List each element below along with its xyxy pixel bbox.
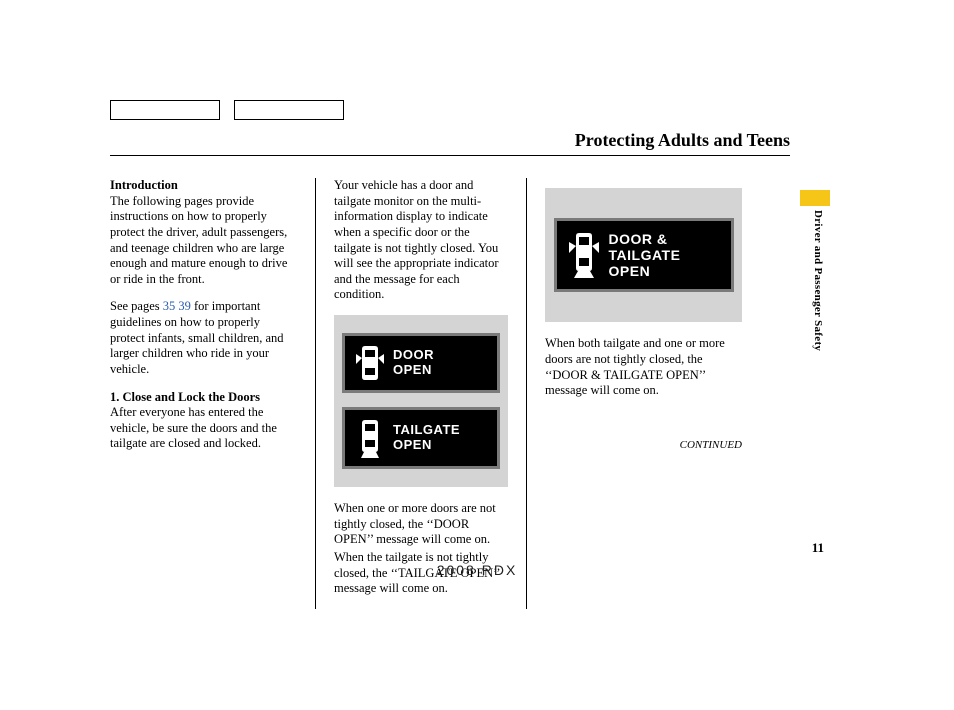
intro-heading: Introduction bbox=[110, 178, 178, 192]
title-rule: Protecting Adults and Teens bbox=[110, 130, 790, 156]
column-2: Your vehicle has a door and tailgate mon… bbox=[315, 178, 527, 609]
see-pages-block: See pages 35 39 for important guidelines… bbox=[110, 299, 297, 377]
intro-block: Introduction The following pages provide… bbox=[110, 178, 297, 287]
monitor-body: Your vehicle has a door and tailgate mon… bbox=[334, 178, 508, 303]
page-number: 11 bbox=[812, 540, 824, 556]
door-tailgate-open-indicator: DOOR &TAILGATEOPEN bbox=[554, 218, 734, 292]
step1-heading: 1. Close and Lock the Doors bbox=[110, 390, 260, 404]
door-open-text: DOOROPEN bbox=[393, 348, 434, 378]
car-tailgate-open-icon bbox=[355, 418, 385, 458]
content-columns: Introduction The following pages provide… bbox=[110, 178, 790, 609]
door-open-explain: When one or more doors are not tightly c… bbox=[334, 501, 508, 548]
page-title: Protecting Adults and Teens bbox=[575, 130, 790, 151]
header-box-2 bbox=[234, 100, 344, 120]
page-link-35[interactable]: 35 bbox=[163, 299, 176, 313]
section-tab bbox=[800, 190, 830, 206]
warning-panel-combined: DOOR &TAILGATEOPEN bbox=[545, 188, 742, 322]
page-link-39[interactable]: 39 bbox=[178, 299, 191, 313]
header-box-1 bbox=[110, 100, 220, 120]
combined-explain: When both tailgate and one or more doors… bbox=[545, 336, 742, 399]
header-empty-boxes bbox=[110, 100, 790, 120]
step1-block: 1. Close and Lock the Doors After everyo… bbox=[110, 390, 297, 453]
door-tailgate-open-text: DOOR &TAILGATEOPEN bbox=[609, 231, 681, 279]
car-all-open-icon bbox=[567, 231, 601, 279]
tailgate-open-text: TAILGATEOPEN bbox=[393, 423, 460, 453]
column-3: DOOR &TAILGATEOPEN When both tailgate an… bbox=[527, 178, 742, 609]
footer-model: 2008 RDX bbox=[0, 562, 954, 578]
intro-body: The following pages provide instructions… bbox=[110, 194, 287, 286]
continued-label: CONTINUED bbox=[545, 439, 742, 453]
see-pre: See pages bbox=[110, 299, 163, 313]
tailgate-open-indicator: TAILGATEOPEN bbox=[342, 407, 500, 469]
door-open-indicator: DOOROPEN bbox=[342, 333, 500, 393]
column-1: Introduction The following pages provide… bbox=[110, 178, 315, 609]
car-door-open-icon bbox=[355, 344, 385, 382]
section-label: Driver and Passenger Safety bbox=[812, 210, 824, 351]
warning-panel-doors: DOOROPEN TAILGATEOPEN bbox=[334, 315, 508, 487]
manual-page: Protecting Adults and Teens Introduction… bbox=[110, 100, 790, 609]
step1-body: After everyone has entered the vehicle, … bbox=[110, 405, 277, 450]
